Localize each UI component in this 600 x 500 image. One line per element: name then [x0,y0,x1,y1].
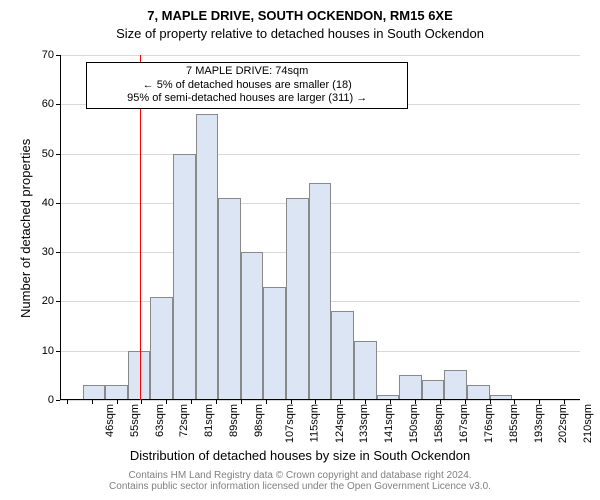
x-tick-mark [365,400,366,404]
plot-area: 01020304050607046sqm55sqm63sqm72sqm81sqm… [60,55,580,400]
x-tick-label: 124sqm [334,404,346,443]
x-tick-mark [191,400,192,404]
y-tick-label: 70 [42,49,60,61]
histogram-bar [331,311,354,400]
x-tick-label: 89sqm [228,404,240,437]
histogram-bar [354,341,377,400]
histogram-bar [444,370,467,400]
x-tick-mark [514,400,515,404]
x-tick-mark [564,400,565,404]
grid-line [60,400,580,401]
x-axis-line [60,399,580,400]
histogram-bar [196,114,219,400]
y-tick-label: 50 [42,148,60,160]
x-tick-label: 55sqm [129,404,141,437]
x-tick-mark [390,400,391,404]
histogram-bar [467,385,490,400]
annotation-line3: 95% of semi-detached houses are larger (… [91,92,403,106]
y-tick-label: 20 [42,295,60,307]
x-tick-label: 210sqm [582,404,594,443]
x-tick-mark [440,400,441,404]
annotation-line2: ← 5% of detached houses are smaller (18) [91,79,403,93]
x-tick-mark [141,400,142,404]
x-tick-mark [315,400,316,404]
x-tick-mark [340,400,341,404]
x-tick-mark [92,400,93,404]
histogram-bar [241,252,264,400]
histogram-bar [218,198,241,400]
annotation-line1: 7 MAPLE DRIVE: 74sqm [91,65,403,79]
footnote: Contains HM Land Registry data © Crown c… [0,470,600,492]
x-tick-mark [266,400,267,404]
x-tick-label: 63sqm [154,404,166,437]
x-tick-label: 141sqm [383,404,395,443]
x-tick-label: 46sqm [104,404,116,437]
x-tick-label: 133sqm [359,404,371,443]
y-tick-label: 30 [42,246,60,258]
histogram-bar [422,380,445,400]
grid-line [60,55,580,56]
x-tick-mark [539,400,540,404]
x-tick-mark [465,400,466,404]
chart-title-line1: 7, MAPLE DRIVE, SOUTH OCKENDON, RM15 6XE [0,8,600,23]
x-tick-mark [216,400,217,404]
x-tick-label: 115sqm [308,404,320,442]
y-axis-line [60,55,61,400]
histogram-bar [83,385,106,400]
y-axis-label: Number of detached properties [18,138,33,317]
x-tick-label: 185sqm [508,404,520,443]
histogram-bar [309,183,332,400]
figure: 7, MAPLE DRIVE, SOUTH OCKENDON, RM15 6XE… [0,0,600,500]
histogram-bar [150,297,173,401]
histogram-bar [105,385,128,400]
x-tick-label: 176sqm [483,404,495,443]
x-tick-mark [241,400,242,404]
x-tick-mark [415,400,416,404]
x-tick-mark [166,400,167,404]
x-tick-label: 107sqm [284,404,296,443]
x-tick-mark [291,400,292,404]
x-tick-label: 158sqm [433,404,445,443]
x-tick-mark [490,400,491,404]
x-tick-mark [117,400,118,404]
y-tick-label: 10 [42,345,60,357]
x-tick-label: 72sqm [178,404,190,437]
x-tick-label: 81sqm [203,404,215,437]
x-axis-label: Distribution of detached houses by size … [0,448,600,463]
y-tick-label: 0 [48,394,60,406]
footnote-line2: Contains public sector information licen… [0,481,600,492]
x-tick-label: 193sqm [533,404,545,443]
x-tick-label: 98sqm [253,404,265,437]
annotation-box: 7 MAPLE DRIVE: 74sqm← 5% of detached hou… [86,62,408,109]
x-tick-label: 202sqm [558,404,570,443]
grid-line [60,154,580,155]
y-tick-label: 40 [42,197,60,209]
y-tick-label: 60 [42,98,60,110]
x-tick-label: 150sqm [408,404,420,443]
histogram-bar [173,154,196,400]
histogram-bar [286,198,309,400]
histogram-bar [399,375,422,400]
footnote-line1: Contains HM Land Registry data © Crown c… [0,470,600,481]
x-tick-mark [67,400,68,404]
histogram-bar [263,287,286,400]
x-tick-label: 167sqm [458,404,470,443]
chart-title-line2: Size of property relative to detached ho… [0,26,600,41]
